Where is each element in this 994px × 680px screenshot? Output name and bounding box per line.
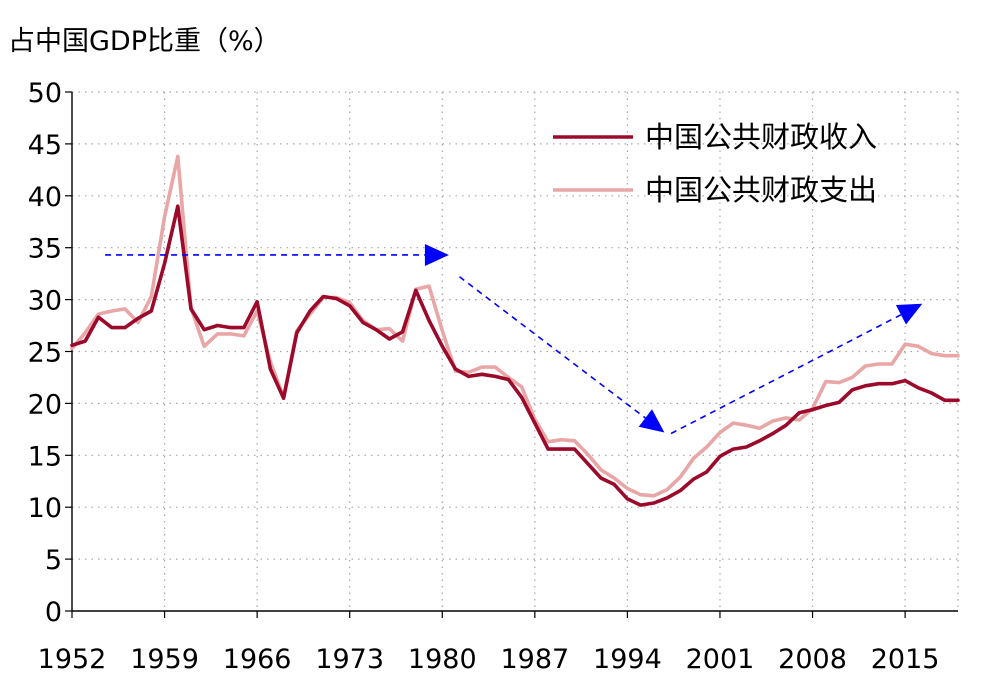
x-tick-label: 1952	[38, 644, 107, 675]
x-tick-label: 1973	[315, 644, 384, 675]
y-tick-label: 10	[28, 493, 62, 524]
legend-label-0: 中国公共财政收入	[645, 120, 877, 154]
x-tick-label: 1994	[593, 644, 662, 675]
x-tick-label: 1987	[500, 644, 569, 675]
axes	[65, 91, 958, 618]
chart-title: 占中国GDP比重（%）	[8, 26, 281, 57]
y-tick-label: 0	[45, 597, 62, 628]
legend-label-1: 中国公共财政支出	[645, 173, 877, 207]
y-tick-label: 15	[28, 441, 62, 472]
y-tick-labels: 0 5 10 15 20 25 30 35 40 45 50	[28, 78, 62, 628]
x-tick-label: 2015	[871, 644, 940, 675]
y-tick-label: 20	[28, 389, 62, 420]
x-tick-labels: 1952 1959 1966 1973 1980 1987 1994 2001 2008 2015	[38, 644, 940, 675]
y-tick-label: 50	[28, 78, 62, 109]
x-tick-label: 2008	[778, 644, 847, 675]
y-tick-label: 25	[28, 338, 62, 369]
grid	[72, 91, 959, 611]
x-tick-label: 2001	[686, 644, 755, 675]
y-tick-label: 30	[28, 286, 62, 317]
trend-arrows	[105, 244, 923, 435]
series-line-1	[70, 154, 960, 498]
trend-arrow-head-0	[424, 244, 449, 266]
trend-arrow-line-1	[458, 276, 646, 419]
x-tick-label: 1959	[130, 644, 199, 675]
trend-arrow-head-2	[895, 303, 923, 325]
trend-arrow-line-2	[670, 314, 902, 435]
x-tick-label: 1966	[223, 644, 292, 675]
y-tick-label: 45	[28, 130, 62, 161]
y-tick-label: 5	[45, 545, 62, 576]
series-lines	[70, 154, 960, 507]
y-tick-label: 35	[28, 234, 62, 265]
x-tick-label: 1980	[408, 644, 477, 675]
trend-arrow-head-1	[638, 409, 665, 433]
y-tick-label: 40	[28, 182, 62, 213]
series-line-0	[70, 204, 960, 507]
